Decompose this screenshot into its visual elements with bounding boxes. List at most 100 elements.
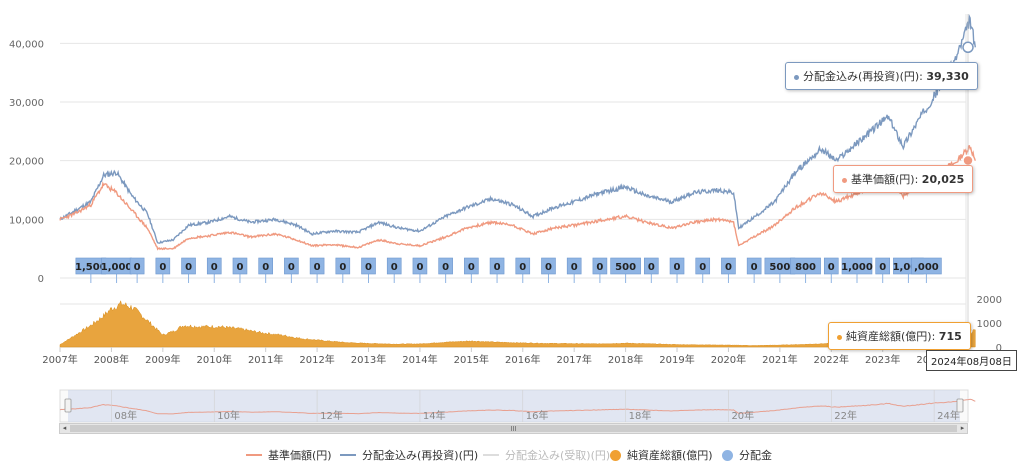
y-tick-label: 0 [38,274,44,285]
distribution-flag-label: 0 [879,262,886,273]
distribution-flag-label: 0 [725,262,732,273]
legend-label: 分配金込み(受取)(円) [505,449,611,462]
x-tick-label: 2022年 [814,353,849,366]
x-tick-label: 2023年 [865,353,900,366]
scroll-left-button[interactable]: ◂ [62,424,67,432]
distribution-flag-label: ,000 [914,262,939,273]
navigator-selection [68,390,960,422]
circle-swatch-icon [610,449,621,461]
navigator-tick-label: 24年 [937,409,960,422]
distribution-flag [464,257,479,275]
x-tick-label: 2020年 [711,353,746,366]
distribution-flag [592,257,608,275]
navigator-tick-label: 22年 [834,409,857,422]
legend-item-received[interactable]: 分配金込み(受取)(円) [483,447,610,463]
distribution-flag-label: 0 [134,262,141,273]
distribution-flag [875,257,891,275]
x-tick-label: 2012年 [299,353,334,366]
navigator-scrollbar[interactable]: ◂ III ▸ [59,423,968,434]
scrollbar-thumb[interactable]: III [70,425,957,433]
distribution-flag-label: 0 [596,262,603,273]
crosshair-date-label: 2024年08月08日 [926,350,1017,371]
distribution-flag-label: 0 [828,262,835,273]
asset-y-tick-label: 1000 [977,319,1002,330]
legend-item-nav[interactable]: 基準価額(円) [246,447,332,463]
legend-label: 分配金 [739,449,772,462]
distribution-flag-label: 0 [236,262,243,273]
distribution-flag [721,257,736,275]
distribution-flag [206,257,222,275]
legend-label: 基準価額(円) [268,449,332,462]
distribution-flag [644,257,659,275]
legend-label: 分配金込み(再投資)(円) [362,449,479,462]
distribution-flag-label: 0 [468,262,475,273]
tooltip-assets-name: 純資産総額(億円) [846,330,932,343]
distribution-flag-label: 1,000 [841,262,873,273]
reinvest-marker [962,41,974,54]
distribution-flag-label: 0 [391,262,398,273]
distribution-flag-label: 0 [211,262,218,273]
distribution-flag-label: 0 [751,262,758,273]
navigator-tick-label: 18年 [629,409,652,422]
distribution-flag-label: 1,000 [101,262,133,273]
distribution-flag [309,257,325,275]
reinvest-line [59,13,976,244]
navigator-tick-label: 14年 [423,409,446,422]
tooltip-nav-name: 基準価額(円) [851,173,915,186]
nav-line [59,145,976,251]
distribution-flag-label: 0 [185,262,192,273]
navigator-tick-label: 20年 [731,409,754,422]
asset-area [59,299,976,348]
scrollbar-grip-icon: III [510,425,517,433]
navigator-handle-right [956,398,964,413]
x-tick-label: 2018年 [608,353,643,366]
line-swatch-icon [246,454,262,456]
x-tick-label: 2015年 [454,353,489,366]
legend-item-assets[interactable]: 純資産総額(億円) [610,447,713,463]
x-tick-label: 2019年 [659,353,694,366]
navigator-tick-label: 08年 [114,409,137,422]
x-tick-label: 2011年 [248,353,283,366]
tooltip-reinvest-value: 39,330 [926,70,969,83]
y-tick-label: 30,000 [9,98,44,109]
distribution-flag-label: 500 [769,262,790,273]
legend-item-distribution[interactable]: 分配金 [722,447,772,463]
navigator-handle-left [64,398,72,413]
legend-label: 純資産総額(億円) [627,449,713,462]
distribution-flag-label: 0 [442,262,449,273]
distribution-flag-label: 0 [494,262,501,273]
scroll-right-button[interactable]: ▸ [960,424,965,432]
x-tick-label: 2016年 [505,353,540,366]
x-tick-label: 2013年 [351,353,386,366]
asset-y-tick-label: 2000 [977,295,1002,306]
distribution-flag-label: 0 [159,262,166,273]
y-tick-label: 10,000 [9,215,44,226]
distribution-flag-label: 0 [262,262,269,273]
tooltip-nav-value: 20,025 [921,173,965,186]
fund-chart: 010,00020,00030,00040,0000100020001,5001… [9,13,1002,423]
distribution-flag-label: 0 [648,262,655,273]
x-tick-label: 2014年 [402,353,437,366]
distribution-flag-label: 0 [519,262,526,273]
distribution-flag-label: 0 [365,262,372,273]
legend-item-reinvest[interactable]: 分配金込み(再投資)(円) [340,447,478,463]
distribution-flag [335,257,351,275]
tooltip-assets-value: 715 [938,330,962,343]
distribution-flag [695,257,711,275]
distribution-flag-label: 0 [339,262,346,273]
distribution-flag [129,257,145,275]
distribution-flag [181,257,196,275]
tooltip-reinvest-name: 分配金込み(再投資)(円) [803,70,920,83]
distribution-flag [790,257,821,275]
distribution-flag [361,257,376,275]
distribution-flag [284,257,299,275]
distribution-flag-label: 0 [545,262,552,273]
asset-y-tick-label: 0 [996,343,1002,354]
circle-swatch-icon [722,449,733,461]
distribution-flag [258,257,273,275]
distribution-flag-label: 800 [795,262,816,273]
distribution-flag-label: 500 [615,262,636,273]
line-swatch-icon [483,454,499,456]
navigator-tick-label: 16年 [526,409,549,422]
navigator-tick-label: 12年 [320,409,343,422]
